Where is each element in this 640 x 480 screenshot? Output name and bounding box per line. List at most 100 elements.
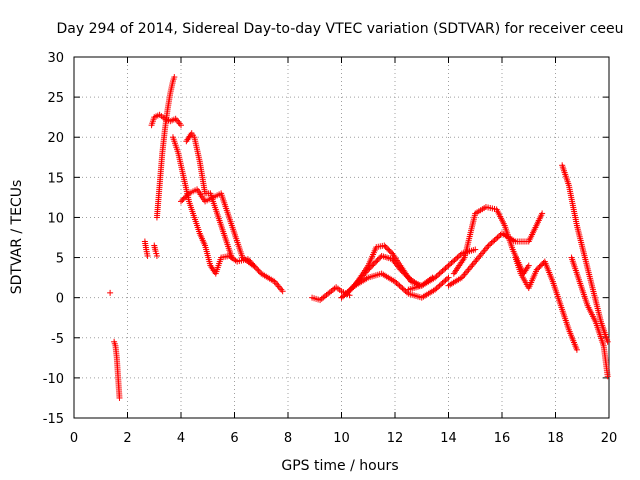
y-axis-title: SDTVAR / TECUs bbox=[9, 180, 25, 295]
x-tick-label: 6 bbox=[230, 431, 238, 446]
data-point bbox=[452, 255, 459, 262]
data-point bbox=[488, 239, 495, 246]
data-point bbox=[250, 262, 257, 269]
data-point bbox=[494, 234, 501, 241]
data-point bbox=[178, 198, 184, 205]
x-tick-label: 16 bbox=[494, 431, 511, 446]
data-point bbox=[446, 261, 453, 268]
data-point bbox=[442, 277, 449, 284]
data-point bbox=[392, 278, 398, 285]
x-tick-label: 12 bbox=[387, 431, 404, 446]
data-point bbox=[435, 271, 442, 278]
data-point bbox=[365, 266, 372, 273]
data-point bbox=[444, 275, 451, 282]
data-point bbox=[397, 283, 404, 290]
data-point bbox=[386, 247, 393, 254]
data-point bbox=[448, 259, 455, 266]
data-point bbox=[338, 294, 345, 301]
data-point bbox=[491, 237, 498, 244]
data-point bbox=[436, 270, 443, 277]
data-point bbox=[433, 273, 440, 280]
data-point bbox=[472, 246, 479, 253]
data-point bbox=[178, 122, 184, 129]
y-tick-label: 0 bbox=[56, 292, 64, 307]
data-point bbox=[345, 287, 352, 294]
data-point bbox=[397, 266, 404, 273]
data-point bbox=[445, 262, 452, 269]
data-point bbox=[439, 279, 446, 286]
data-point bbox=[433, 285, 440, 292]
data-point bbox=[182, 194, 189, 201]
data-point bbox=[381, 242, 388, 249]
y-tick-label: 25 bbox=[47, 91, 64, 106]
data-point bbox=[485, 242, 492, 249]
y-tick-label: 20 bbox=[47, 131, 64, 146]
data-point bbox=[371, 259, 378, 266]
data-point bbox=[436, 282, 443, 289]
data-point bbox=[449, 258, 456, 265]
data-point bbox=[387, 249, 394, 256]
data-point bbox=[370, 261, 377, 268]
data-point bbox=[374, 257, 381, 264]
data-point bbox=[396, 282, 403, 289]
data-point bbox=[342, 290, 349, 297]
data-point bbox=[350, 283, 357, 290]
data-point bbox=[457, 251, 464, 258]
y-tick-label: 10 bbox=[47, 211, 64, 226]
data-point bbox=[373, 258, 380, 265]
data-point bbox=[367, 263, 374, 270]
data-point bbox=[394, 281, 401, 288]
data-point bbox=[539, 210, 546, 217]
data-point bbox=[487, 241, 494, 248]
data-point bbox=[183, 193, 190, 200]
data-point bbox=[348, 285, 355, 292]
x-tick-label: 0 bbox=[70, 431, 78, 446]
data-point bbox=[455, 253, 462, 260]
y-tick-label: 15 bbox=[47, 171, 64, 186]
data-point bbox=[366, 265, 373, 272]
axis-ticks: 0 2 4 6 8 10 12 14 16 18 20 -15 -10 -5 0 5 10 15 20 25 30 bbox=[43, 51, 618, 446]
x-axis-title: GPS time / hours bbox=[281, 458, 398, 474]
data-point bbox=[228, 254, 235, 261]
data-point bbox=[496, 233, 503, 240]
data-point bbox=[402, 271, 409, 278]
y-tick-label: 5 bbox=[56, 252, 64, 267]
data-point bbox=[435, 283, 442, 290]
data-point bbox=[525, 262, 532, 269]
data-point bbox=[347, 286, 354, 293]
x-tick-label: 2 bbox=[123, 431, 131, 446]
data-point bbox=[279, 288, 286, 295]
data-point bbox=[180, 195, 187, 202]
data-point bbox=[385, 246, 392, 253]
data-point bbox=[369, 262, 376, 269]
x-tick-label: 18 bbox=[547, 431, 564, 446]
data-point bbox=[442, 265, 449, 272]
data-point bbox=[535, 265, 542, 272]
data-point bbox=[403, 289, 410, 296]
x-tick-label: 20 bbox=[601, 431, 618, 446]
data-points bbox=[107, 74, 611, 401]
data-point bbox=[339, 293, 346, 300]
data-point bbox=[184, 191, 191, 198]
data-point bbox=[255, 267, 262, 274]
plot-frame bbox=[73, 56, 610, 419]
data-point bbox=[375, 255, 382, 262]
data-point bbox=[604, 373, 611, 380]
data-point bbox=[441, 278, 448, 285]
data-point bbox=[432, 286, 439, 293]
data-point bbox=[383, 245, 390, 252]
data-point bbox=[116, 394, 123, 401]
data-point bbox=[344, 289, 351, 296]
data-point bbox=[254, 266, 261, 273]
data-point bbox=[153, 252, 160, 259]
data-point bbox=[537, 262, 544, 269]
data-point bbox=[400, 269, 407, 276]
x-tick-label: 10 bbox=[333, 431, 350, 446]
y-tick-label: -5 bbox=[51, 332, 64, 347]
data-point bbox=[399, 285, 406, 292]
data-point bbox=[441, 266, 448, 273]
data-point bbox=[573, 346, 580, 353]
grid bbox=[74, 57, 609, 418]
data-point bbox=[401, 270, 408, 277]
y-tick-label: -10 bbox=[43, 372, 64, 387]
